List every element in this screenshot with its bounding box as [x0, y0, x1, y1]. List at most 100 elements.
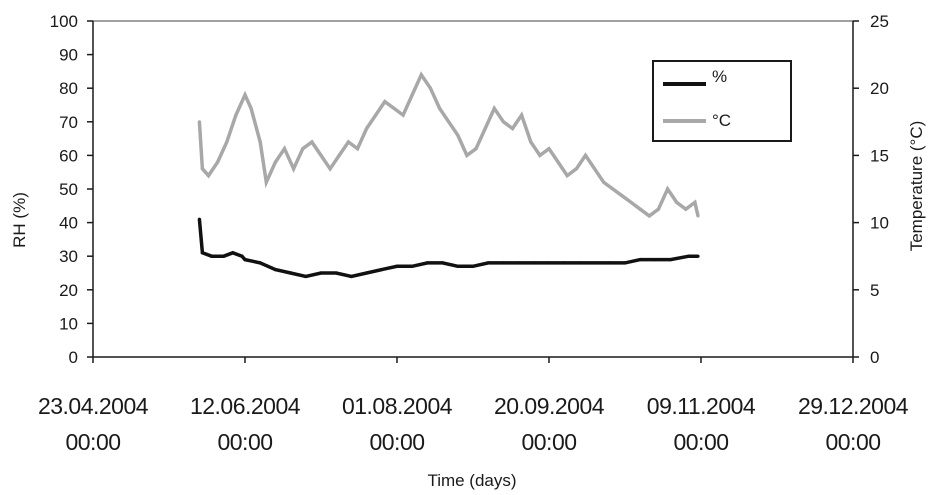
data-point-temperature	[292, 167, 296, 171]
right-tick-label: 25	[870, 12, 889, 31]
data-point-temperature	[456, 133, 460, 137]
data-point-rh	[210, 254, 214, 258]
data-point-temperature	[492, 106, 496, 110]
data-point-rh	[410, 264, 414, 268]
series-line-temperature	[197, 71, 700, 219]
data-point-rh	[623, 261, 627, 265]
data-point-rh	[380, 268, 384, 272]
left-tick-label: 80	[59, 79, 78, 98]
left-tick-label: 0	[69, 348, 78, 367]
data-point-rh	[687, 254, 691, 258]
data-point-temperature	[200, 167, 204, 171]
data-point-temperature	[243, 93, 247, 97]
data-point-rh	[562, 261, 566, 265]
data-point-temperature	[611, 187, 615, 191]
data-point-temperature	[666, 187, 670, 191]
data-point-temperature	[225, 140, 229, 144]
series-rh	[197, 217, 700, 279]
data-point-temperature	[282, 147, 287, 151]
data-point-temperature	[684, 207, 688, 211]
data-point-rh	[231, 251, 235, 255]
x-axis-title: Time (days)	[427, 471, 516, 490]
x-tick-date-label: 23.04.2004	[38, 393, 149, 419]
legend-label-rh: %	[712, 67, 727, 86]
data-point-temperature	[483, 126, 487, 131]
right-y-ticks: 0 5 10 15 20 25	[853, 12, 889, 367]
data-point-temperature	[520, 113, 524, 117]
data-point-temperature	[264, 180, 268, 184]
data-point-temperature	[401, 113, 405, 117]
data-point-temperature	[593, 167, 597, 171]
x-tick-time-label: 00:00	[369, 429, 424, 455]
left-tick-label: 50	[59, 180, 78, 199]
data-point-rh	[669, 258, 673, 262]
data-point-temperature	[583, 153, 588, 157]
data-point-rh	[696, 254, 700, 258]
data-point-rh	[425, 261, 429, 265]
data-point-temperature	[249, 106, 253, 110]
right-tick-label: 15	[870, 146, 889, 165]
legend-label-temp: °C	[712, 111, 731, 130]
x-tick-time-label: 00:00	[673, 429, 728, 455]
data-point-temperature	[438, 106, 442, 110]
data-point-temperature	[355, 147, 360, 151]
data-point-temperature	[428, 86, 432, 90]
data-point-rh	[289, 271, 293, 275]
data-point-temperature	[206, 174, 211, 178]
data-point-temperature	[374, 113, 378, 117]
x-tick-date-label: 12.06.2004	[190, 393, 301, 419]
data-point-temperature	[273, 160, 277, 164]
data-point-temperature	[556, 160, 560, 164]
x-tick-date-label: 29.12.2004	[798, 393, 909, 419]
right-tick-label: 5	[870, 281, 879, 300]
left-tick-label: 90	[59, 46, 78, 65]
data-point-rh	[349, 274, 353, 278]
data-point-temperature	[602, 180, 606, 184]
series-temperature	[197, 71, 700, 219]
data-point-temperature	[216, 160, 220, 164]
x-tick-time-label: 00:00	[825, 429, 880, 455]
data-point-rh	[222, 254, 226, 258]
data-point-rh	[577, 261, 582, 265]
data-point-rh	[501, 261, 505, 265]
data-point-rh	[593, 261, 597, 265]
data-point-temperature	[693, 200, 697, 204]
data-point-temperature	[629, 200, 633, 204]
data-point-rh	[517, 261, 521, 265]
data-point-rh	[200, 251, 204, 255]
data-point-temperature	[501, 120, 505, 124]
data-point-temperature	[419, 73, 423, 77]
data-point-temperature	[234, 113, 238, 117]
data-point-rh	[532, 261, 536, 265]
left-tick-label: 60	[59, 146, 78, 165]
data-point-rh	[653, 258, 658, 262]
data-point-temperature	[383, 100, 387, 104]
data-point-temperature	[410, 93, 414, 97]
data-point-rh	[486, 261, 490, 265]
left-tick-label: 10	[59, 314, 78, 333]
data-point-temperature	[638, 207, 642, 211]
data-point-temperature	[574, 167, 579, 171]
data-point-temperature	[301, 147, 305, 151]
right-axis-title: Temperature (°C)	[907, 121, 926, 252]
data-point-temperature	[510, 126, 515, 131]
data-point-temperature	[465, 153, 469, 157]
data-point-temperature	[447, 120, 451, 124]
data-point-rh	[304, 274, 308, 278]
x-tick-date-label: 20.09.2004	[494, 393, 605, 419]
data-point-temperature	[474, 147, 478, 151]
data-point-rh	[365, 271, 369, 275]
data-point-rh	[456, 264, 460, 268]
data-point-temperature	[319, 153, 323, 157]
x-tick-time-label: 00:00	[521, 429, 576, 455]
x-tick-date-label: 01.08.2004	[342, 393, 453, 419]
x-tick-date-label: 09.11.2004	[647, 393, 756, 419]
data-point-temperature	[328, 167, 332, 171]
data-point-rh	[243, 258, 247, 262]
data-point-temperature	[258, 140, 262, 144]
x-ticks: 23.04.2004 00:00 12.06.2004 00:00 01.08.2004…	[38, 357, 909, 455]
right-tick-label: 20	[870, 79, 889, 98]
data-point-temperature	[647, 214, 651, 218]
data-point-temperature	[620, 194, 624, 198]
left-tick-label: 40	[59, 214, 78, 233]
